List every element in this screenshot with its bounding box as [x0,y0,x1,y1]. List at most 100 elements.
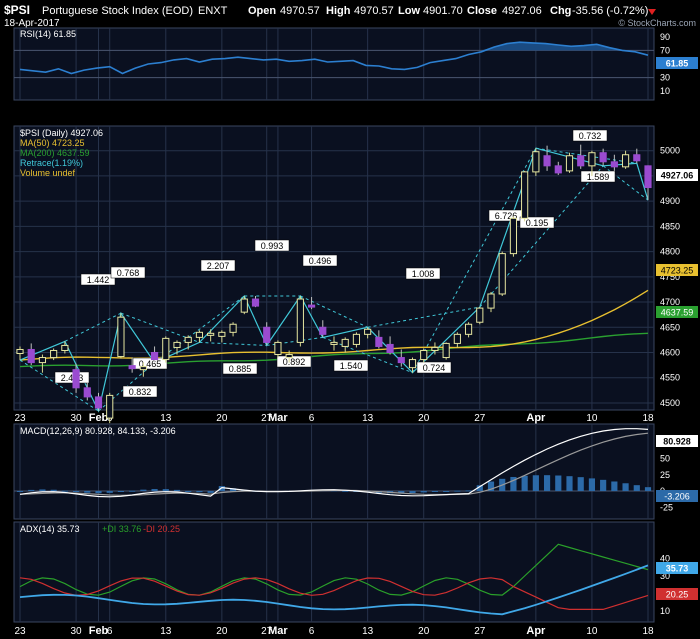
macd-hist-label: -3.206 [664,492,690,502]
retrace-label: 0.993 [261,241,284,251]
x-axis-label: 27 [474,626,486,637]
retrace-label: 2.483 [61,373,84,383]
candle-body [184,336,192,343]
macd-histogram-bar [577,477,584,491]
x-axis-label: Apr [526,412,546,424]
candle-body [296,298,304,343]
candle-body [464,323,473,335]
retrace-dashed-line [535,147,637,164]
x-axis-label: 30 [71,413,83,424]
candle-body [498,253,506,295]
rsi-line [19,41,649,75]
open-value: 4970.57 [280,5,320,17]
macd-histogram-bar [61,490,68,492]
adx-tick-label: 30 [660,571,670,581]
macd-histogram-bar [229,488,237,491]
price-tick-label: 4650 [660,322,680,332]
x-axis-label: 6 [107,626,113,637]
candle-body [251,298,260,307]
price-tick-label: 4800 [660,247,680,257]
low-label: Low [398,5,420,17]
retrace-label: 0.832 [129,387,152,397]
low-value: 4901.70 [423,5,463,17]
retrace-label: 0.465 [139,359,162,369]
symbol-title: $PSI [4,3,30,17]
chart-date: 18-Apr-2017 [4,18,60,29]
macd-histogram-bar [151,489,158,491]
close-price-tag-label: 4927.06 [661,171,694,181]
retrace-label-box [254,239,290,252]
rsi-tick-label: 30 [660,73,670,83]
macd-tick-label: 50 [660,454,670,464]
x-axis-label: 13 [362,413,374,424]
candle-body [274,341,282,356]
rsi-tick-label: 90 [660,32,670,42]
adx-value-label: 35.73 [666,564,689,574]
retrace-label: 0.195 [526,218,549,228]
x-axis-label: 30 [71,626,83,637]
x-axis-label: 20 [418,413,430,424]
x-axis-label: Feb [89,412,109,424]
candle-body [644,165,652,189]
adx-tick-label: 40 [660,553,670,563]
x-axis-label: 27 [261,413,273,424]
macd-histogram-bar [39,489,46,491]
candle-body [509,217,518,255]
x-axis-label: 20 [418,626,430,637]
retrace-dashed-line [120,312,200,343]
candle-body [72,369,80,389]
adx-panel [13,521,655,623]
retrace-label-box [200,259,236,272]
candle-body [621,154,630,168]
macd-histogram-bar [476,485,483,491]
legend-adx: ADX(14) 35.73 [20,524,80,534]
macd-histogram-bar [162,489,169,491]
candle-body [442,342,450,359]
candle-body [532,151,540,173]
ma200-line [19,332,649,368]
macd-hist-tag [656,490,698,502]
macd-histogram-bar [95,491,102,494]
chg-value: -35.56 (-0.72%) [572,5,648,17]
x-axis-label: Mar [268,625,288,637]
macd-histogram-bar [117,491,125,492]
macd-histogram-bar [218,486,225,491]
retrace-label: 0.768 [117,268,140,278]
legend-main: $PSI (Daily) 4927.06 [20,128,103,138]
candle-body [240,298,248,313]
macd-histogram-bar [196,491,203,493]
macd-histogram-bar [16,491,24,492]
macd-tick-label: -25 [660,502,673,512]
retrace-dashed-line [154,295,245,363]
legend-ma50: MA(50) 4723.25 [20,138,85,148]
macd-histogram-bar [129,490,136,492]
macd-panel [13,423,655,520]
legend-pdi: +DI 33.76 [102,524,141,534]
macd-histogram-bar [532,475,539,491]
ma50-tag-label: 4723.25 [661,266,694,276]
retrace-dashed-line [412,147,537,373]
rsi-legend: RSI(14) 61.85 [20,29,76,39]
macd-series [14,428,654,498]
high-label: High [326,5,351,17]
candle-body [386,343,394,354]
candle-body [106,394,114,419]
candle-body [83,387,91,398]
retrace-label: 0.496 [309,256,332,266]
candle-body [207,332,215,336]
candle-body [341,338,349,347]
macd-histogram-bar [600,479,607,491]
adx-line [19,564,649,616]
candle-body [565,155,574,172]
x-axis-label: 6 [309,413,315,424]
retrace-label-box [519,216,555,229]
retrace-label-box [333,359,369,372]
macd-histogram-bar [28,489,35,491]
macd-histogram-bar [173,489,181,491]
close-label: Close [467,5,497,17]
retrace-label-box [132,357,168,370]
x-axis-label: 10 [586,626,598,637]
candle-body [38,357,47,364]
down-arrow-icon [648,9,656,15]
